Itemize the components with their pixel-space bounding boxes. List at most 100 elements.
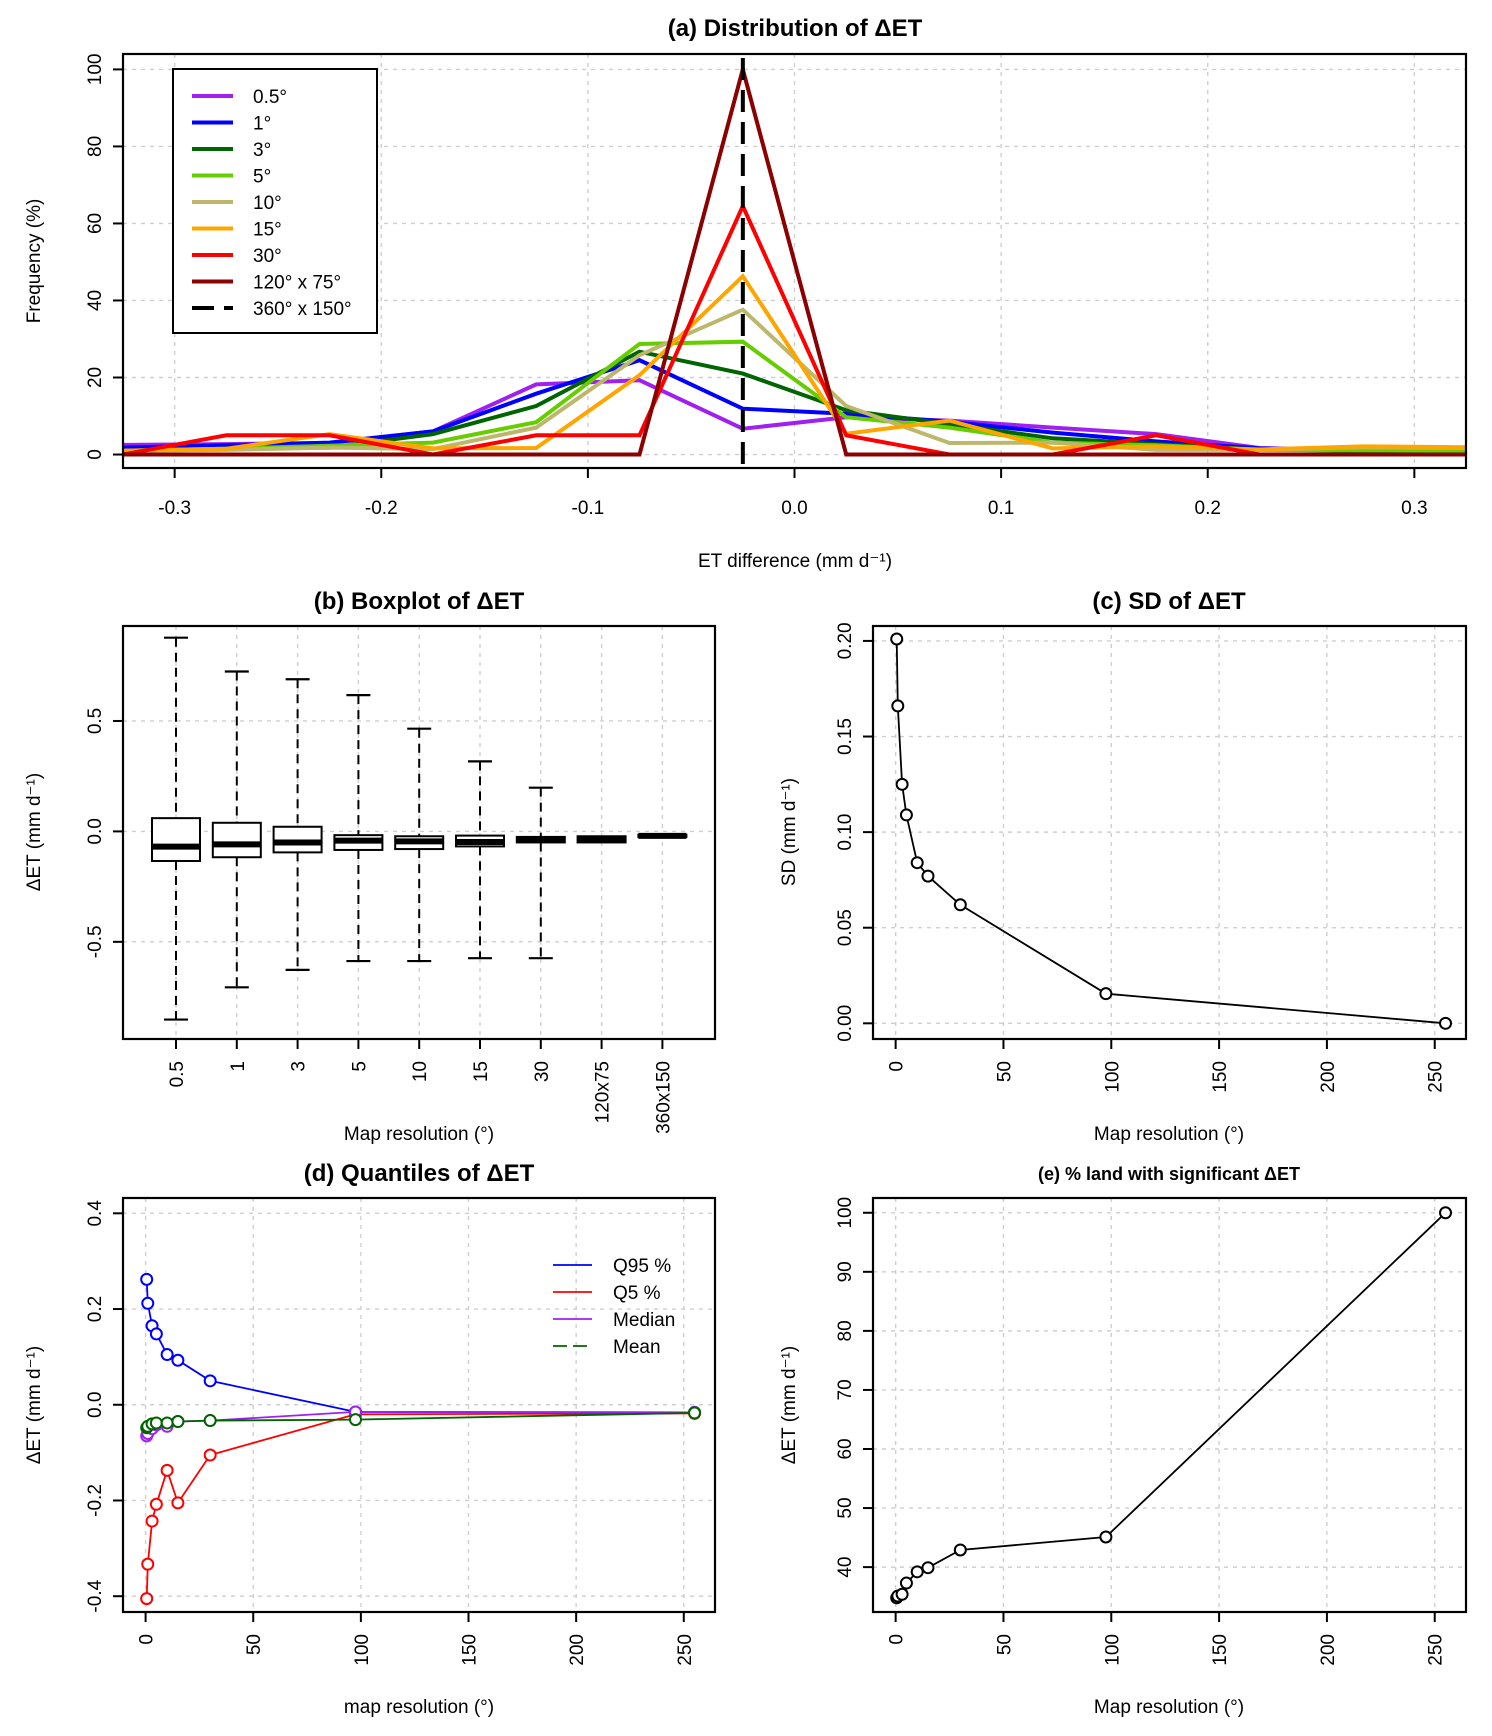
series-point-q95-	[149, 1327, 163, 1341]
sd-point	[890, 632, 904, 646]
panel-e-xtick-label: 250	[1426, 1634, 1447, 1666]
panel-d-xtick-label: 250	[675, 1634, 696, 1666]
panel-b-xtick-label: 5	[349, 1061, 370, 1072]
panel-a-ylabel: Frequency (%)	[24, 199, 45, 324]
panel-b-xtick-label: 10	[410, 1061, 431, 1082]
panel-d-ytick-label: -0.4	[85, 1579, 106, 1612]
panel-e-ytick-label: 80	[835, 1320, 856, 1341]
panel-e-ytick-label: 40	[835, 1557, 856, 1578]
panel-e-xlabel: Map resolution (°)	[1094, 1697, 1244, 1718]
boxplot-10	[394, 727, 445, 963]
boxplot-30	[515, 786, 566, 960]
panel-c-points	[890, 632, 1453, 1030]
panel-d-xtick-label: 50	[244, 1634, 265, 1655]
legend-label: 0.5°	[253, 87, 287, 108]
panel-c-sd: (c) SD of ΔET 0.00 0.05 0.10 0.15 0.20 0 50 100…	[779, 588, 1468, 1145]
panel-e-xtick-label: 50	[994, 1634, 1015, 1655]
series-point-q95-	[141, 1296, 155, 1310]
box	[211, 821, 262, 859]
panel-e-axes: 40 50 60 70 80 90 100 0 50 100 150 200 250	[835, 1197, 1447, 1666]
land-point	[1099, 1530, 1113, 1544]
series-point-q5-	[141, 1557, 155, 1571]
series-point-mean	[348, 1413, 362, 1427]
panel-b-xlabel: Map resolution (°)	[344, 1124, 494, 1145]
panel-b-ylabel: ΔET (mm d⁻¹)	[24, 773, 45, 891]
panel-a-xtick-label: 0.0	[781, 498, 807, 519]
panel-c-ytick-label: 0.00	[835, 1005, 856, 1042]
panel-e-frame	[871, 1196, 1468, 1614]
panel-d-ytick-label: -0.2	[85, 1484, 106, 1517]
legend-label: 3°	[253, 140, 271, 161]
sd-point	[1439, 1016, 1453, 1030]
panel-c-xtick-label: 250	[1426, 1061, 1447, 1093]
land-point	[921, 1561, 935, 1575]
legend-label: Q95 %	[613, 1256, 671, 1277]
panel-a-xtick-label: -0.3	[158, 498, 191, 519]
panel-a-xtick-label: -0.2	[365, 498, 398, 519]
series-point-mean	[171, 1415, 185, 1429]
land-point	[899, 1576, 913, 1590]
panel-a-xtick-label: 0.3	[1401, 498, 1427, 519]
panel-c-axes: 0.00 0.05 0.10 0.15 0.20 0 50 100 150 200 250	[835, 622, 1447, 1092]
panel-d-grid	[123, 1198, 715, 1612]
series-line-30-	[122, 201, 1466, 457]
series-point-q5-	[171, 1496, 185, 1510]
land-point	[910, 1565, 924, 1579]
panel-d-xtick-label: 100	[352, 1634, 373, 1666]
boxplot-3	[272, 678, 323, 971]
panel-d-quantiles: (d) Quantiles of ΔET -0.4 -0.2 0.0 0.2 0.4 0 5…	[24, 1160, 717, 1718]
series-point-mean	[160, 1416, 174, 1430]
series-point-mean	[203, 1414, 217, 1428]
panel-e-xtick-label: 200	[1318, 1634, 1339, 1666]
series-point-q5-	[149, 1497, 163, 1511]
legend-label: 5°	[253, 167, 271, 188]
panel-d-xtick-label: 0	[137, 1634, 158, 1645]
sd-point	[899, 808, 913, 822]
panel-a-title: (a) Distribution of ΔET	[668, 15, 923, 42]
panel-a-series	[122, 58, 1467, 468]
panel-b-ytick-label: 0.5	[85, 708, 106, 734]
series-line-120-x-75-	[123, 61, 1466, 457]
sd-point	[953, 898, 967, 912]
boxplot-120x75	[576, 835, 627, 844]
legend-label: Median	[613, 1310, 675, 1331]
panel-c-ytick-label: 0.10	[835, 814, 856, 851]
panel-d-ytick-label: 0.2	[85, 1296, 106, 1322]
panel-e-ytick-label: 60	[835, 1438, 856, 1459]
panel-c-ytick-label: 0.05	[835, 909, 856, 946]
panel-b-xtick-label: 3	[289, 1061, 310, 1072]
panel-b-xtick-label: 120x75	[593, 1061, 614, 1123]
panel-c-grid	[873, 626, 1466, 1039]
series-point-q95-	[171, 1353, 185, 1367]
panel-c-xtick-label: 50	[994, 1061, 1015, 1082]
panel-e-title: (e) % land with significant ΔET	[1038, 1164, 1300, 1184]
series-line-q5-	[145, 1412, 695, 1599]
panel-c-title: (c) SD of ΔET	[1092, 588, 1246, 615]
panel-b-xtick-label: 15	[471, 1061, 492, 1082]
panel-a-legend: 0.5° 1° 3° 5° 10° 15° 30° 120° x 75° 360° x 150°	[172, 68, 378, 334]
panel-e-ylabel: ΔET (mm d⁻¹)	[779, 1346, 800, 1464]
panel-d-ylabel: ΔET (mm d⁻¹)	[24, 1346, 45, 1464]
legend-label: 10°	[253, 193, 282, 214]
land-point	[953, 1543, 967, 1557]
sd-point	[921, 869, 935, 883]
box	[151, 817, 201, 862]
panel-d-legend: Q95 % Q5 % Median Mean	[553, 1256, 675, 1358]
panel-e-xtick-label: 100	[1102, 1634, 1123, 1666]
panel-a-xtick-label: -0.1	[572, 498, 605, 519]
panel-c-ylabel: SD (mm d⁻¹)	[779, 778, 800, 886]
legend-label: 360° x 150°	[253, 299, 352, 320]
boxplot-15	[455, 760, 505, 960]
panel-a-ytick-label: 20	[85, 367, 106, 388]
panel-b-xtick-label: 1	[228, 1061, 249, 1072]
panel-a-distribution: (a) Distribution of ΔET 0 20 40 60 80 100 -0.3…	[24, 15, 1468, 572]
panel-d-xtick-label: 200	[567, 1634, 588, 1666]
sd-point	[891, 699, 905, 713]
panel-a-xlabel: ET difference (mm d⁻¹)	[698, 551, 892, 572]
panel-c-ytick-label: 0.20	[835, 622, 856, 659]
panel-b-ytick-label: 0.0	[85, 818, 106, 844]
series-point-q95-	[203, 1374, 217, 1388]
panel-a-xtick-label: 0.1	[988, 498, 1014, 519]
panel-d-xlabel: map resolution (°)	[344, 1697, 494, 1718]
panel-b-xtick-label: 0.5	[167, 1061, 188, 1087]
